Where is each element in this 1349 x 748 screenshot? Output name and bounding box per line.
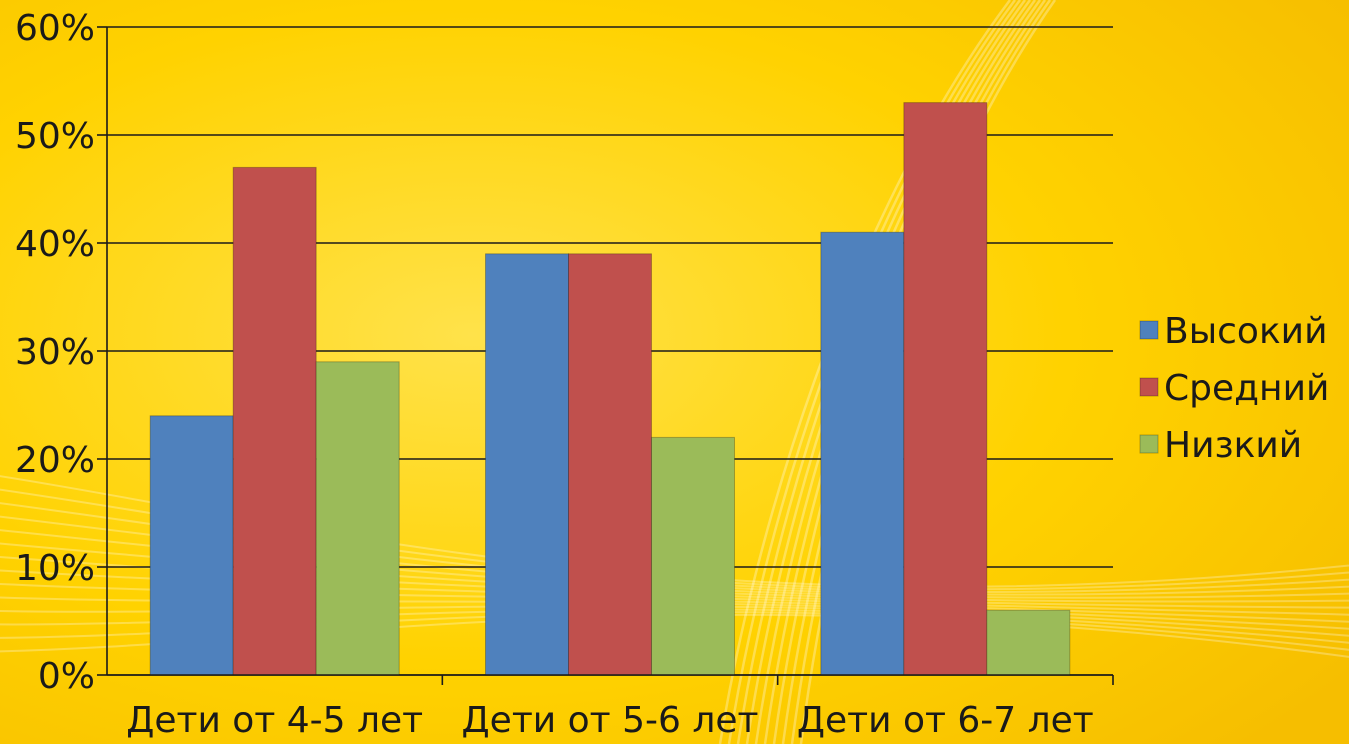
axes: 0% 10% 20% 30% 40% 50% 60% Дети от 4-5 лет Дети … — [15, 8, 1114, 741]
y-tick-label: 10% — [15, 548, 95, 589]
legend-swatch — [1139, 377, 1159, 397]
bar — [820, 231, 905, 676]
y-tick-label: 60% — [15, 8, 95, 49]
legend-label: Средний — [1164, 368, 1329, 409]
bar — [149, 415, 234, 676]
bar — [315, 361, 400, 676]
bar — [232, 166, 317, 676]
bar — [903, 102, 988, 676]
x-tick-label: Дети от 6-7 лет — [797, 700, 1094, 741]
x-tick-label: Дети от 5-6 лет — [462, 700, 759, 741]
y-tick-label: 0% — [38, 656, 95, 697]
legend-label: Низкий — [1164, 425, 1302, 466]
bar — [651, 436, 735, 676]
y-tick-label: 30% — [15, 332, 95, 373]
y-tick-label: 20% — [15, 440, 95, 481]
legend-swatch — [1139, 434, 1159, 454]
legend: Высокий Средний Низкий — [1139, 311, 1329, 466]
legend-label: Высокий — [1164, 311, 1327, 352]
bar — [485, 253, 569, 676]
bar — [986, 609, 1071, 676]
y-tick-label: 40% — [15, 224, 95, 265]
legend-swatch — [1139, 320, 1159, 340]
y-tick-label: 50% — [15, 116, 95, 157]
bars — [149, 102, 1071, 676]
x-tick-label: Дети от 4-5 лет — [126, 700, 423, 741]
bar — [568, 253, 652, 676]
